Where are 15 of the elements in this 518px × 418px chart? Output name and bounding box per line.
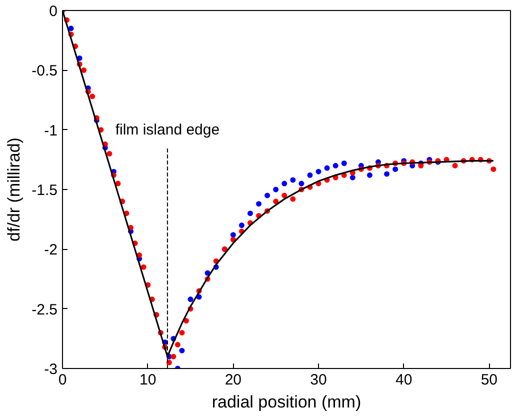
y-tick-label: 0 xyxy=(49,3,58,20)
x-axis-title: radial position (mm) xyxy=(212,392,362,412)
y-tick-label: -1.5 xyxy=(32,182,58,199)
y-tick-label: -3 xyxy=(44,361,58,378)
y-tick-label: -0.5 xyxy=(32,62,58,80)
x-tick-label: 40 xyxy=(395,372,412,388)
y-tick-label: -1 xyxy=(44,122,58,140)
y-tick-label: -2 xyxy=(44,242,58,259)
y-axis-title: df/dr (millirad) xyxy=(4,138,24,242)
x-tick-label: 20 xyxy=(224,372,242,388)
x-tick-label: 30 xyxy=(310,372,327,388)
ref-line-label: film island edge xyxy=(115,122,220,139)
x-tick-label: 10 xyxy=(139,372,156,388)
x-tick-label: 50 xyxy=(480,372,498,388)
y-tick-label: -2.5 xyxy=(32,301,58,318)
